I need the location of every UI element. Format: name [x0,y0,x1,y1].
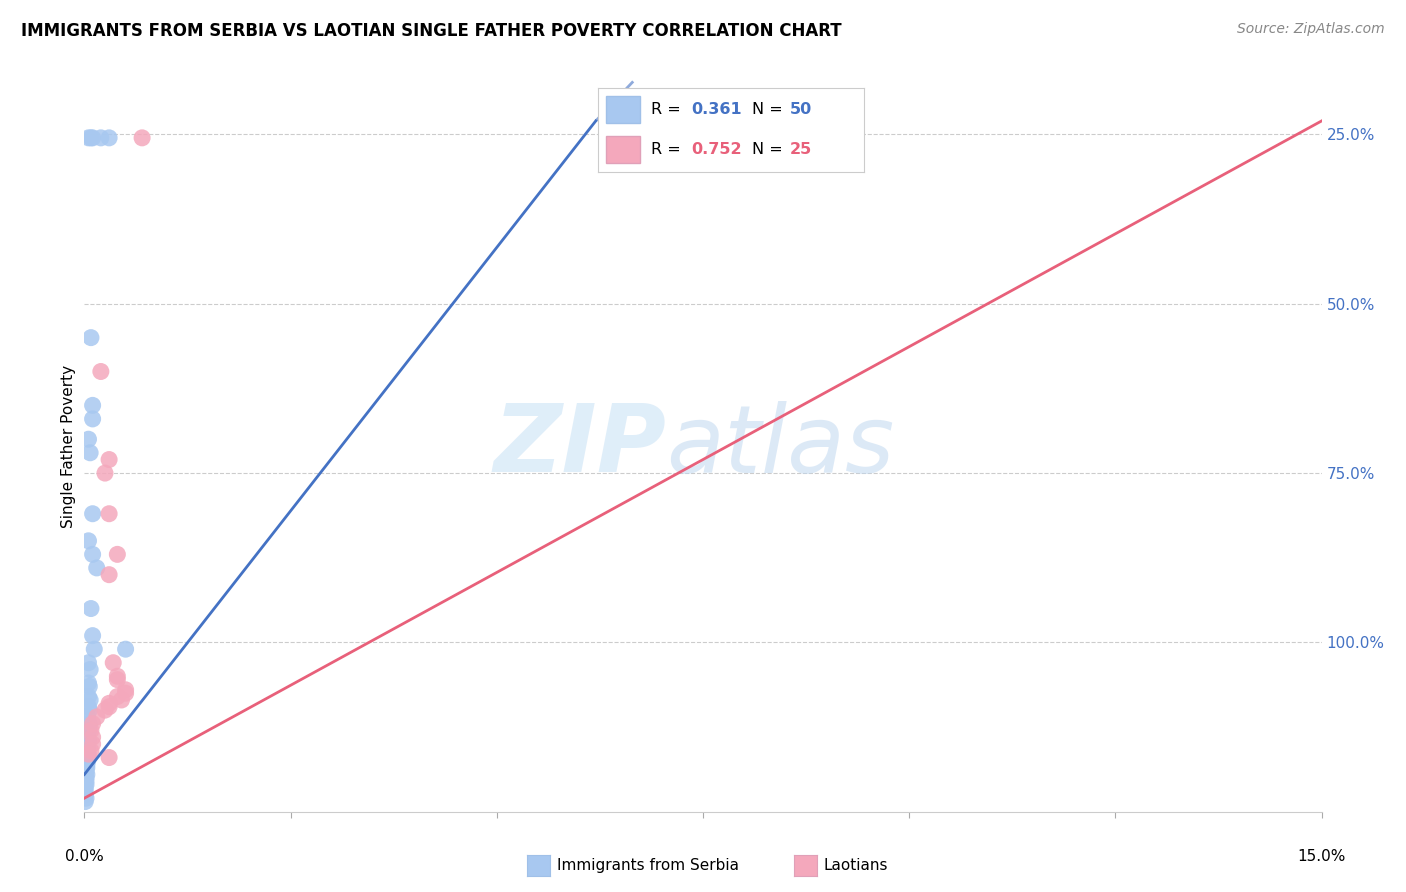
Point [98,131,121,145]
Point [76,740,98,755]
Point [98,567,121,582]
Point [75,764,97,778]
Text: atlas: atlas [666,401,894,491]
Text: ZIP: ZIP [494,400,666,492]
Point [77,656,100,670]
Point [105,673,128,687]
Point [77,676,100,690]
Point [98,697,121,711]
Point [90,131,112,145]
Point [76,710,98,724]
Point [76,761,98,775]
Point [114,682,136,697]
Point [105,669,128,683]
Point [98,699,121,714]
Point [77,733,100,747]
Point [77,723,100,738]
Point [82,131,104,145]
Point [98,452,121,467]
Point [86,561,108,575]
Point [79,446,101,460]
Point [80,723,103,738]
Point [82,547,104,561]
Point [82,507,104,521]
Point [86,710,108,724]
Point [82,412,104,426]
Point [131,131,153,145]
Point [80,601,103,615]
Point [76,757,98,772]
Point [75,795,97,809]
Point [76,737,98,751]
Point [114,642,136,657]
Y-axis label: Single Father Poverty: Single Father Poverty [60,365,76,527]
Point [80,131,103,145]
Point [114,686,136,700]
Text: Source: ZipAtlas.com: Source: ZipAtlas.com [1237,22,1385,37]
Point [76,767,98,781]
Point [76,754,98,768]
Point [105,547,128,561]
Point [110,693,132,707]
Point [82,629,104,643]
Point [79,663,101,677]
Text: 15.0%: 15.0% [1298,849,1346,864]
Point [79,703,101,717]
Point [75,788,97,802]
Point [103,656,125,670]
Point [77,533,100,548]
Point [76,744,98,758]
Point [75,778,97,792]
Point [98,750,121,764]
Text: IMMIGRANTS FROM SERBIA VS LAOTIAN SINGLE FATHER POVERTY CORRELATION CHART: IMMIGRANTS FROM SERBIA VS LAOTIAN SINGLE… [21,22,842,40]
Point [77,131,100,145]
Point [90,364,112,378]
Point [77,432,100,446]
Point [76,720,98,734]
Point [77,747,100,761]
Point [79,680,101,694]
Point [79,693,101,707]
Point [82,737,104,751]
Point [94,703,117,717]
Point [75,780,97,795]
Point [79,716,101,731]
Point [75,784,97,798]
Point [80,744,103,758]
Point [77,699,100,714]
Point [75,774,97,789]
Point [77,690,100,704]
Text: Immigrants from Serbia: Immigrants from Serbia [557,858,738,872]
Point [76,730,98,744]
Text: Laotians: Laotians [824,858,889,872]
Point [76,750,98,764]
Point [82,398,104,412]
Point [98,507,121,521]
Point [75,791,97,805]
Point [83,642,105,657]
Point [94,466,117,480]
Point [82,716,104,731]
Text: 0.0%: 0.0% [65,849,104,864]
Point [105,690,128,704]
Point [82,730,104,744]
Point [76,747,98,761]
Point [75,771,97,785]
Point [80,331,103,345]
